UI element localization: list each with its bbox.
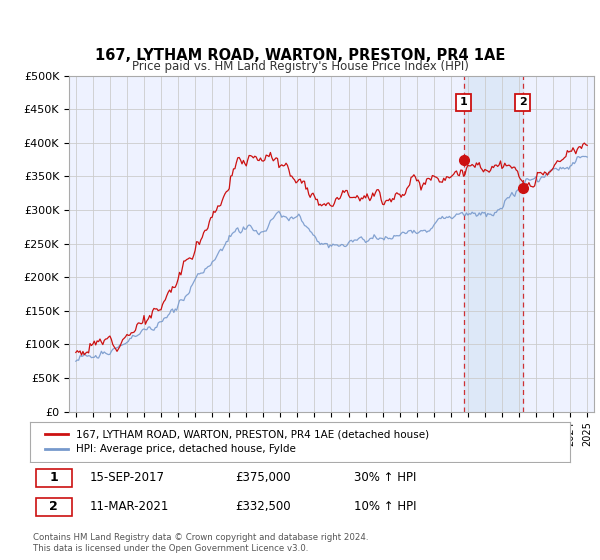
Text: 11-MAR-2021: 11-MAR-2021	[89, 500, 169, 513]
Text: 167, LYTHAM ROAD, WARTON, PRESTON, PR4 1AE: 167, LYTHAM ROAD, WARTON, PRESTON, PR4 1…	[95, 49, 505, 63]
Text: 30% ↑ HPI: 30% ↑ HPI	[354, 471, 416, 484]
Text: 2: 2	[49, 500, 58, 513]
Text: £375,000: £375,000	[235, 471, 291, 484]
Text: Price paid vs. HM Land Registry's House Price Index (HPI): Price paid vs. HM Land Registry's House …	[131, 59, 469, 73]
FancyBboxPatch shape	[37, 469, 71, 487]
Legend: 167, LYTHAM ROAD, WARTON, PRESTON, PR4 1AE (detached house), HPI: Average price,: 167, LYTHAM ROAD, WARTON, PRESTON, PR4 1…	[41, 425, 433, 459]
Text: 2: 2	[519, 97, 526, 108]
FancyBboxPatch shape	[37, 498, 71, 516]
Text: 10% ↑ HPI: 10% ↑ HPI	[354, 500, 416, 513]
Text: 1: 1	[460, 97, 467, 108]
Text: Contains HM Land Registry data © Crown copyright and database right 2024.
This d: Contains HM Land Registry data © Crown c…	[33, 533, 368, 553]
Bar	[464, 76, 523, 412]
Text: 1: 1	[49, 471, 58, 484]
Text: 15-SEP-2017: 15-SEP-2017	[89, 471, 164, 484]
Text: £332,500: £332,500	[235, 500, 291, 513]
